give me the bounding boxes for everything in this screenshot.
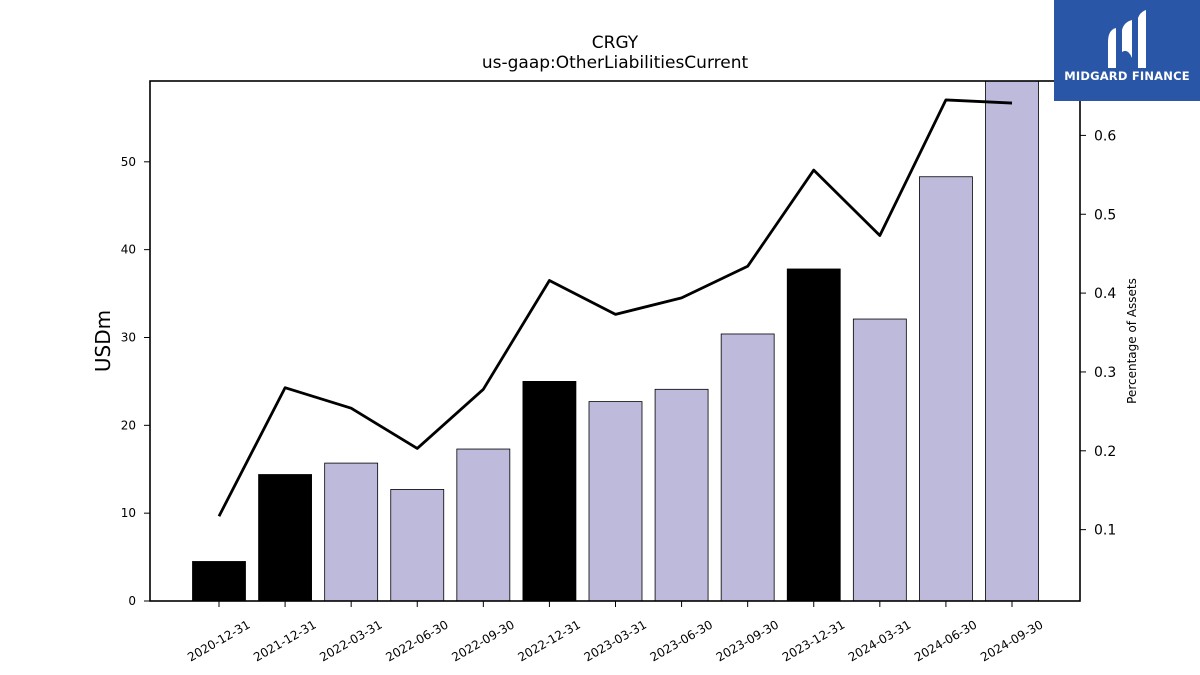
- line-group: [217, 98, 1013, 517]
- bar-2020-12-31: [192, 561, 246, 602]
- x-tick-label: 2024-03-31: [846, 617, 913, 664]
- y-tick-label-left: 50: [121, 155, 136, 169]
- brand-logo-text: MIDGARD FINANCE: [1064, 69, 1190, 83]
- y-axis-label-left: USDm: [91, 310, 115, 372]
- right-axis-ticks: 0.1 0.2 0.3 0.4 0.5 0.6: [1080, 128, 1116, 539]
- chart-subtitle: us-gaap:OtherLiabilitiesCurrent: [482, 53, 749, 73]
- x-tick-label: 2024-09-30: [978, 617, 1045, 664]
- x-tick-label: 2022-09-30: [449, 617, 516, 664]
- x-tick-label: 2022-12-31: [516, 617, 583, 664]
- bars-group: [192, 80, 1039, 602]
- x-tick-label: 2023-12-31: [780, 617, 847, 664]
- y-tick-label-left: 20: [121, 418, 136, 432]
- y-axis-label-right: Percentage of Assets: [1125, 278, 1139, 404]
- brand-logo-mark-icon: [1108, 10, 1146, 68]
- bar-2023-12-31: [786, 268, 841, 602]
- x-tick-label: 2023-09-30: [714, 617, 781, 664]
- bar-2022-09-30: [456, 448, 511, 602]
- x-tick-label: 2021-12-31: [251, 617, 318, 664]
- y-tick-label-right: 0.6: [1094, 128, 1116, 144]
- chart-title: CRGY: [592, 33, 639, 53]
- y-tick-label-right: 0.5: [1094, 207, 1116, 223]
- bar-2023-03-31: [588, 401, 643, 602]
- percentage-line: [217, 98, 1013, 517]
- x-tick-label: 2024-06-30: [912, 617, 979, 664]
- x-tick-label: 2023-03-31: [582, 617, 649, 664]
- bar-2022-03-31: [324, 462, 379, 602]
- x-tick-label: 2023-06-30: [648, 617, 715, 664]
- brand-logo: MIDGARD FINANCE: [1054, 0, 1200, 101]
- y-tick-label-right: 0.4: [1094, 286, 1116, 302]
- bar-2023-09-30: [720, 333, 775, 602]
- y-tick-label-left: 40: [121, 243, 136, 257]
- bar-2024-03-31: [852, 318, 907, 602]
- bar-2023-06-30: [654, 388, 709, 602]
- bar-2022-12-31: [522, 381, 577, 602]
- y-tick-label-left: 30: [121, 330, 136, 344]
- bar-2024-06-30: [919, 176, 973, 602]
- y-tick-label-right: 0.3: [1094, 365, 1116, 381]
- x-tick-label: 2022-03-31: [317, 617, 384, 664]
- bar-2024-09-30: [985, 80, 1039, 602]
- bar-2022-06-30: [390, 489, 445, 602]
- y-tick-label-right: 0.2: [1094, 444, 1116, 460]
- bar-2021-12-31: [258, 474, 312, 602]
- left-axis-ticks: 0 10 20 30 40 50: [121, 155, 150, 608]
- x-tick-label: 2020-12-31: [185, 617, 252, 664]
- y-tick-label-right: 0.1: [1094, 523, 1116, 539]
- x-tick-label: 2022-06-30: [383, 617, 450, 664]
- y-tick-label-left: 0: [128, 594, 136, 608]
- y-tick-label-left: 10: [121, 506, 136, 520]
- x-axis-ticks: 2020-12-312021-12-312022-03-312022-06-30…: [185, 601, 1046, 664]
